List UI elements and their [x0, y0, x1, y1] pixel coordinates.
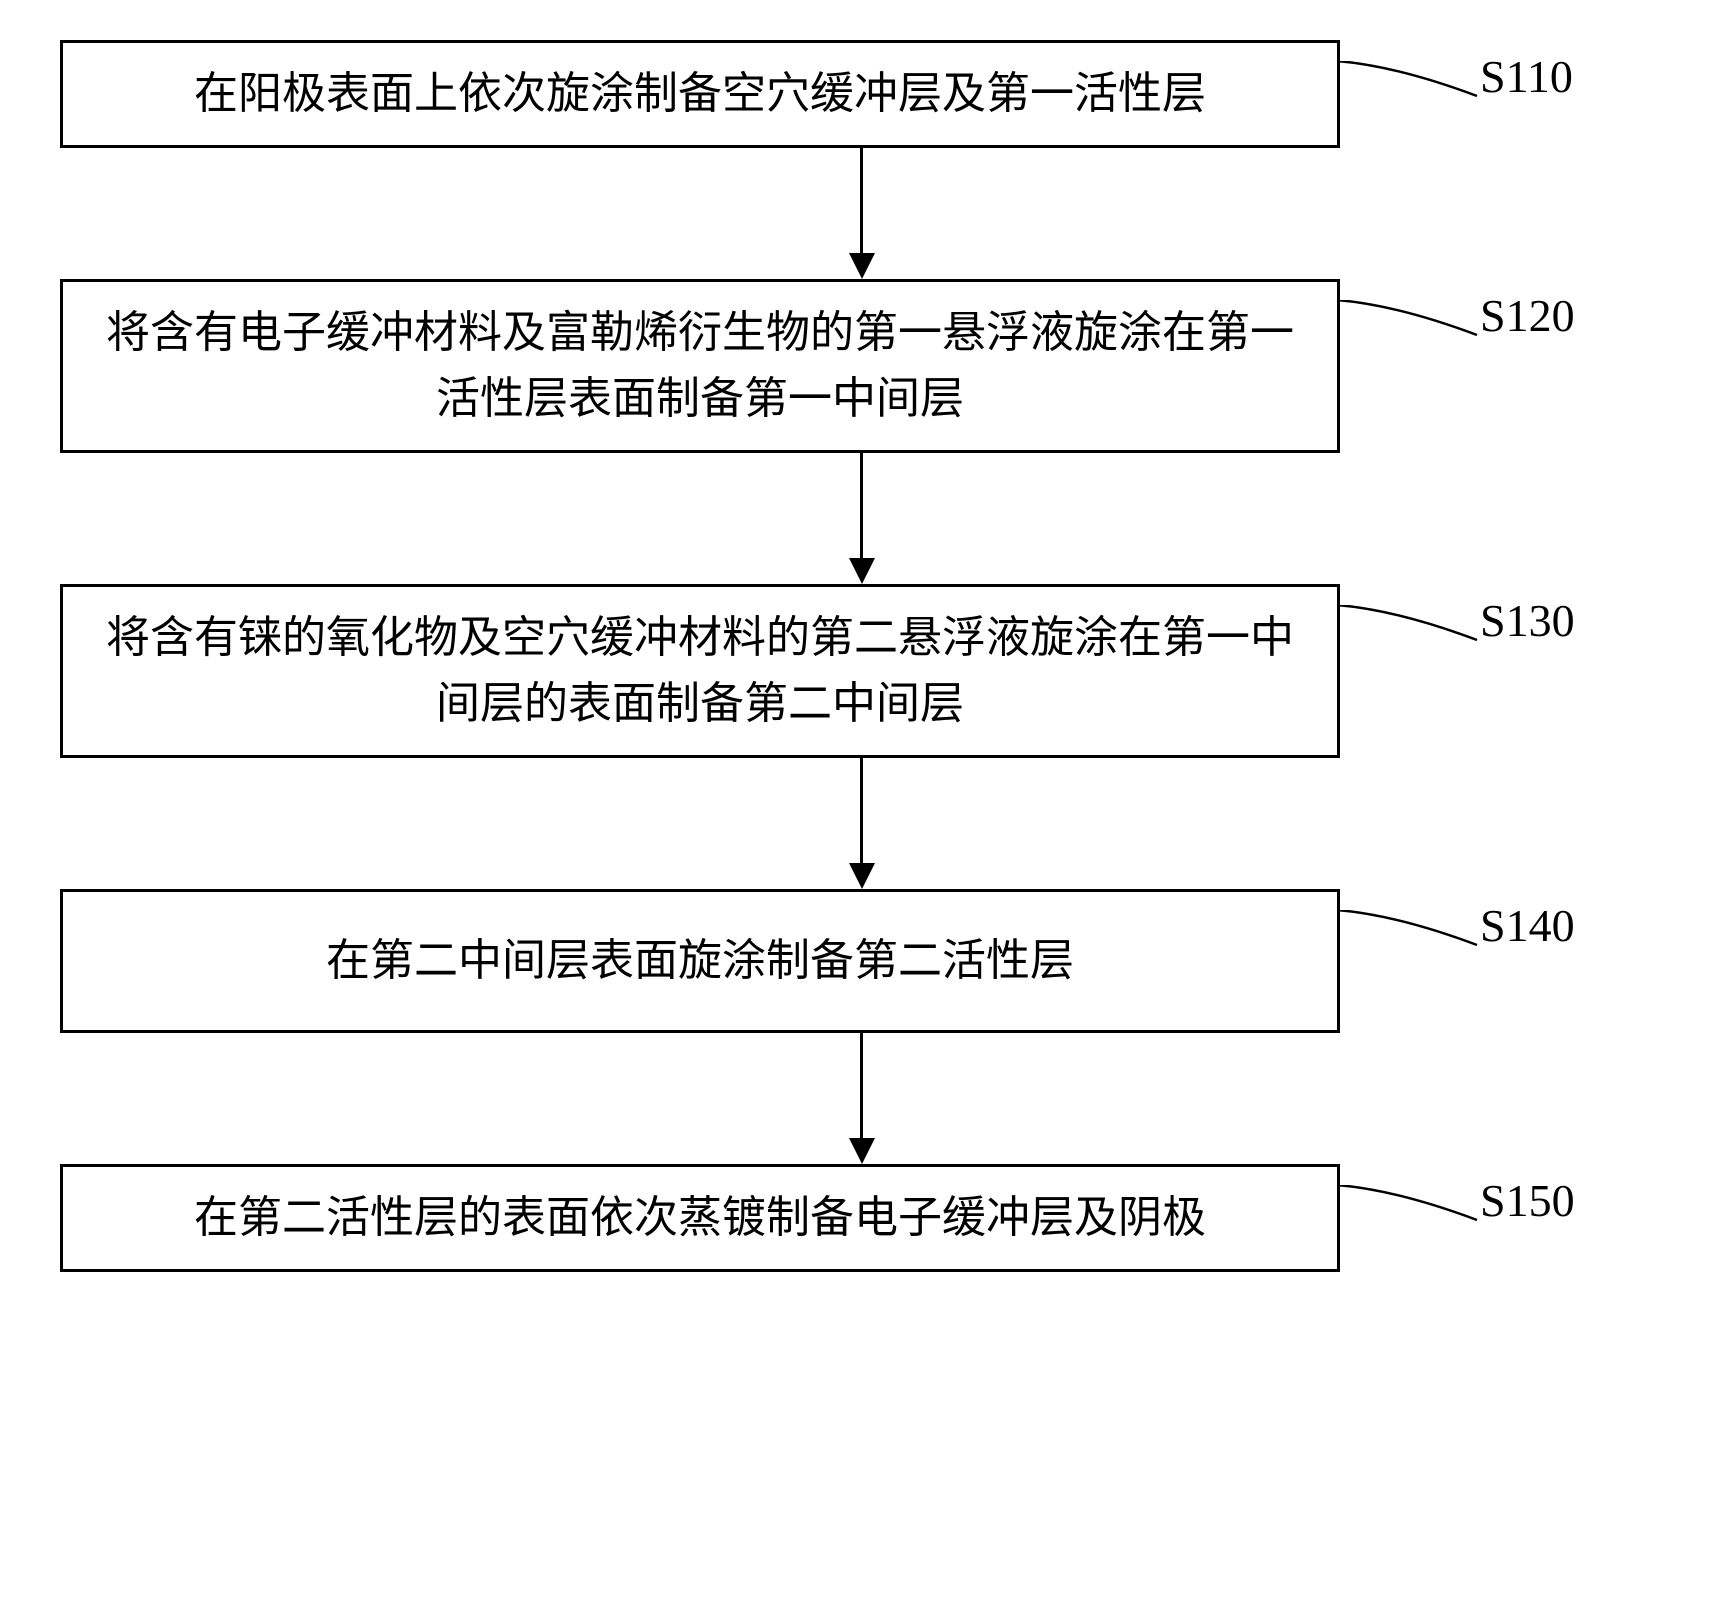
connector-line-s140 — [1337, 910, 1482, 960]
arrow-line-3 — [860, 758, 863, 863]
step-box-s140: 在第二中间层表面旋涂制备第二活性层 — [60, 889, 1340, 1033]
arrow-head-1 — [849, 253, 875, 279]
connector-line-s150 — [1337, 1185, 1482, 1235]
arrow-head-4 — [849, 1138, 875, 1164]
arrow-2 — [222, 453, 1502, 584]
step-label-s120: S120 — [1480, 289, 1575, 342]
step-row-3: 将含有铼的氧化物及空穴缓冲材料的第二悬浮液旋涂在第一中间层的表面制备第二中间层 … — [60, 584, 1663, 758]
arrow-line-4 — [860, 1033, 863, 1138]
connector-line-s110 — [1337, 61, 1482, 111]
step-label-s130: S130 — [1480, 594, 1575, 647]
step-row-1: 在阳极表面上依次旋涂制备空穴缓冲层及第一活性层 S110 — [60, 40, 1663, 148]
arrow-3 — [222, 758, 1502, 889]
step-row-4: 在第二中间层表面旋涂制备第二活性层 S140 — [60, 889, 1663, 1033]
step-box-s130: 将含有铼的氧化物及空穴缓冲材料的第二悬浮液旋涂在第一中间层的表面制备第二中间层 — [60, 584, 1340, 758]
step-box-s110: 在阳极表面上依次旋涂制备空穴缓冲层及第一活性层 — [60, 40, 1340, 148]
step-text-s110: 在阳极表面上依次旋涂制备空穴缓冲层及第一活性层 — [194, 61, 1206, 127]
step-box-s150: 在第二活性层的表面依次蒸镀制备电子缓冲层及阴极 — [60, 1164, 1340, 1272]
arrow-4 — [222, 1033, 1502, 1164]
arrow-line-2 — [860, 453, 863, 558]
arrow-head-3 — [849, 863, 875, 889]
connector-line-s130 — [1337, 605, 1482, 655]
arrow-line-1 — [860, 148, 863, 253]
arrow-head-2 — [849, 558, 875, 584]
flowchart-container: 在阳极表面上依次旋涂制备空穴缓冲层及第一活性层 S110 将含有电子缓冲材料及富… — [60, 40, 1663, 1272]
step-label-s150: S150 — [1480, 1174, 1575, 1227]
step-box-s120: 将含有电子缓冲材料及富勒烯衍生物的第一悬浮液旋涂在第一活性层表面制备第一中间层 — [60, 279, 1340, 453]
step-row-2: 将含有电子缓冲材料及富勒烯衍生物的第一悬浮液旋涂在第一活性层表面制备第一中间层 … — [60, 279, 1663, 453]
step-label-s140: S140 — [1480, 899, 1575, 952]
arrow-1 — [222, 148, 1502, 279]
connector-line-s120 — [1337, 300, 1482, 350]
step-text-s120: 将含有电子缓冲材料及富勒烯衍生物的第一悬浮液旋涂在第一活性层表面制备第一中间层 — [87, 300, 1313, 432]
step-label-s110: S110 — [1480, 50, 1573, 103]
step-text-s140: 在第二中间层表面旋涂制备第二活性层 — [326, 928, 1074, 994]
step-row-5: 在第二活性层的表面依次蒸镀制备电子缓冲层及阴极 S150 — [60, 1164, 1663, 1272]
step-text-s150: 在第二活性层的表面依次蒸镀制备电子缓冲层及阴极 — [194, 1185, 1206, 1251]
step-text-s130: 将含有铼的氧化物及空穴缓冲材料的第二悬浮液旋涂在第一中间层的表面制备第二中间层 — [87, 605, 1313, 737]
